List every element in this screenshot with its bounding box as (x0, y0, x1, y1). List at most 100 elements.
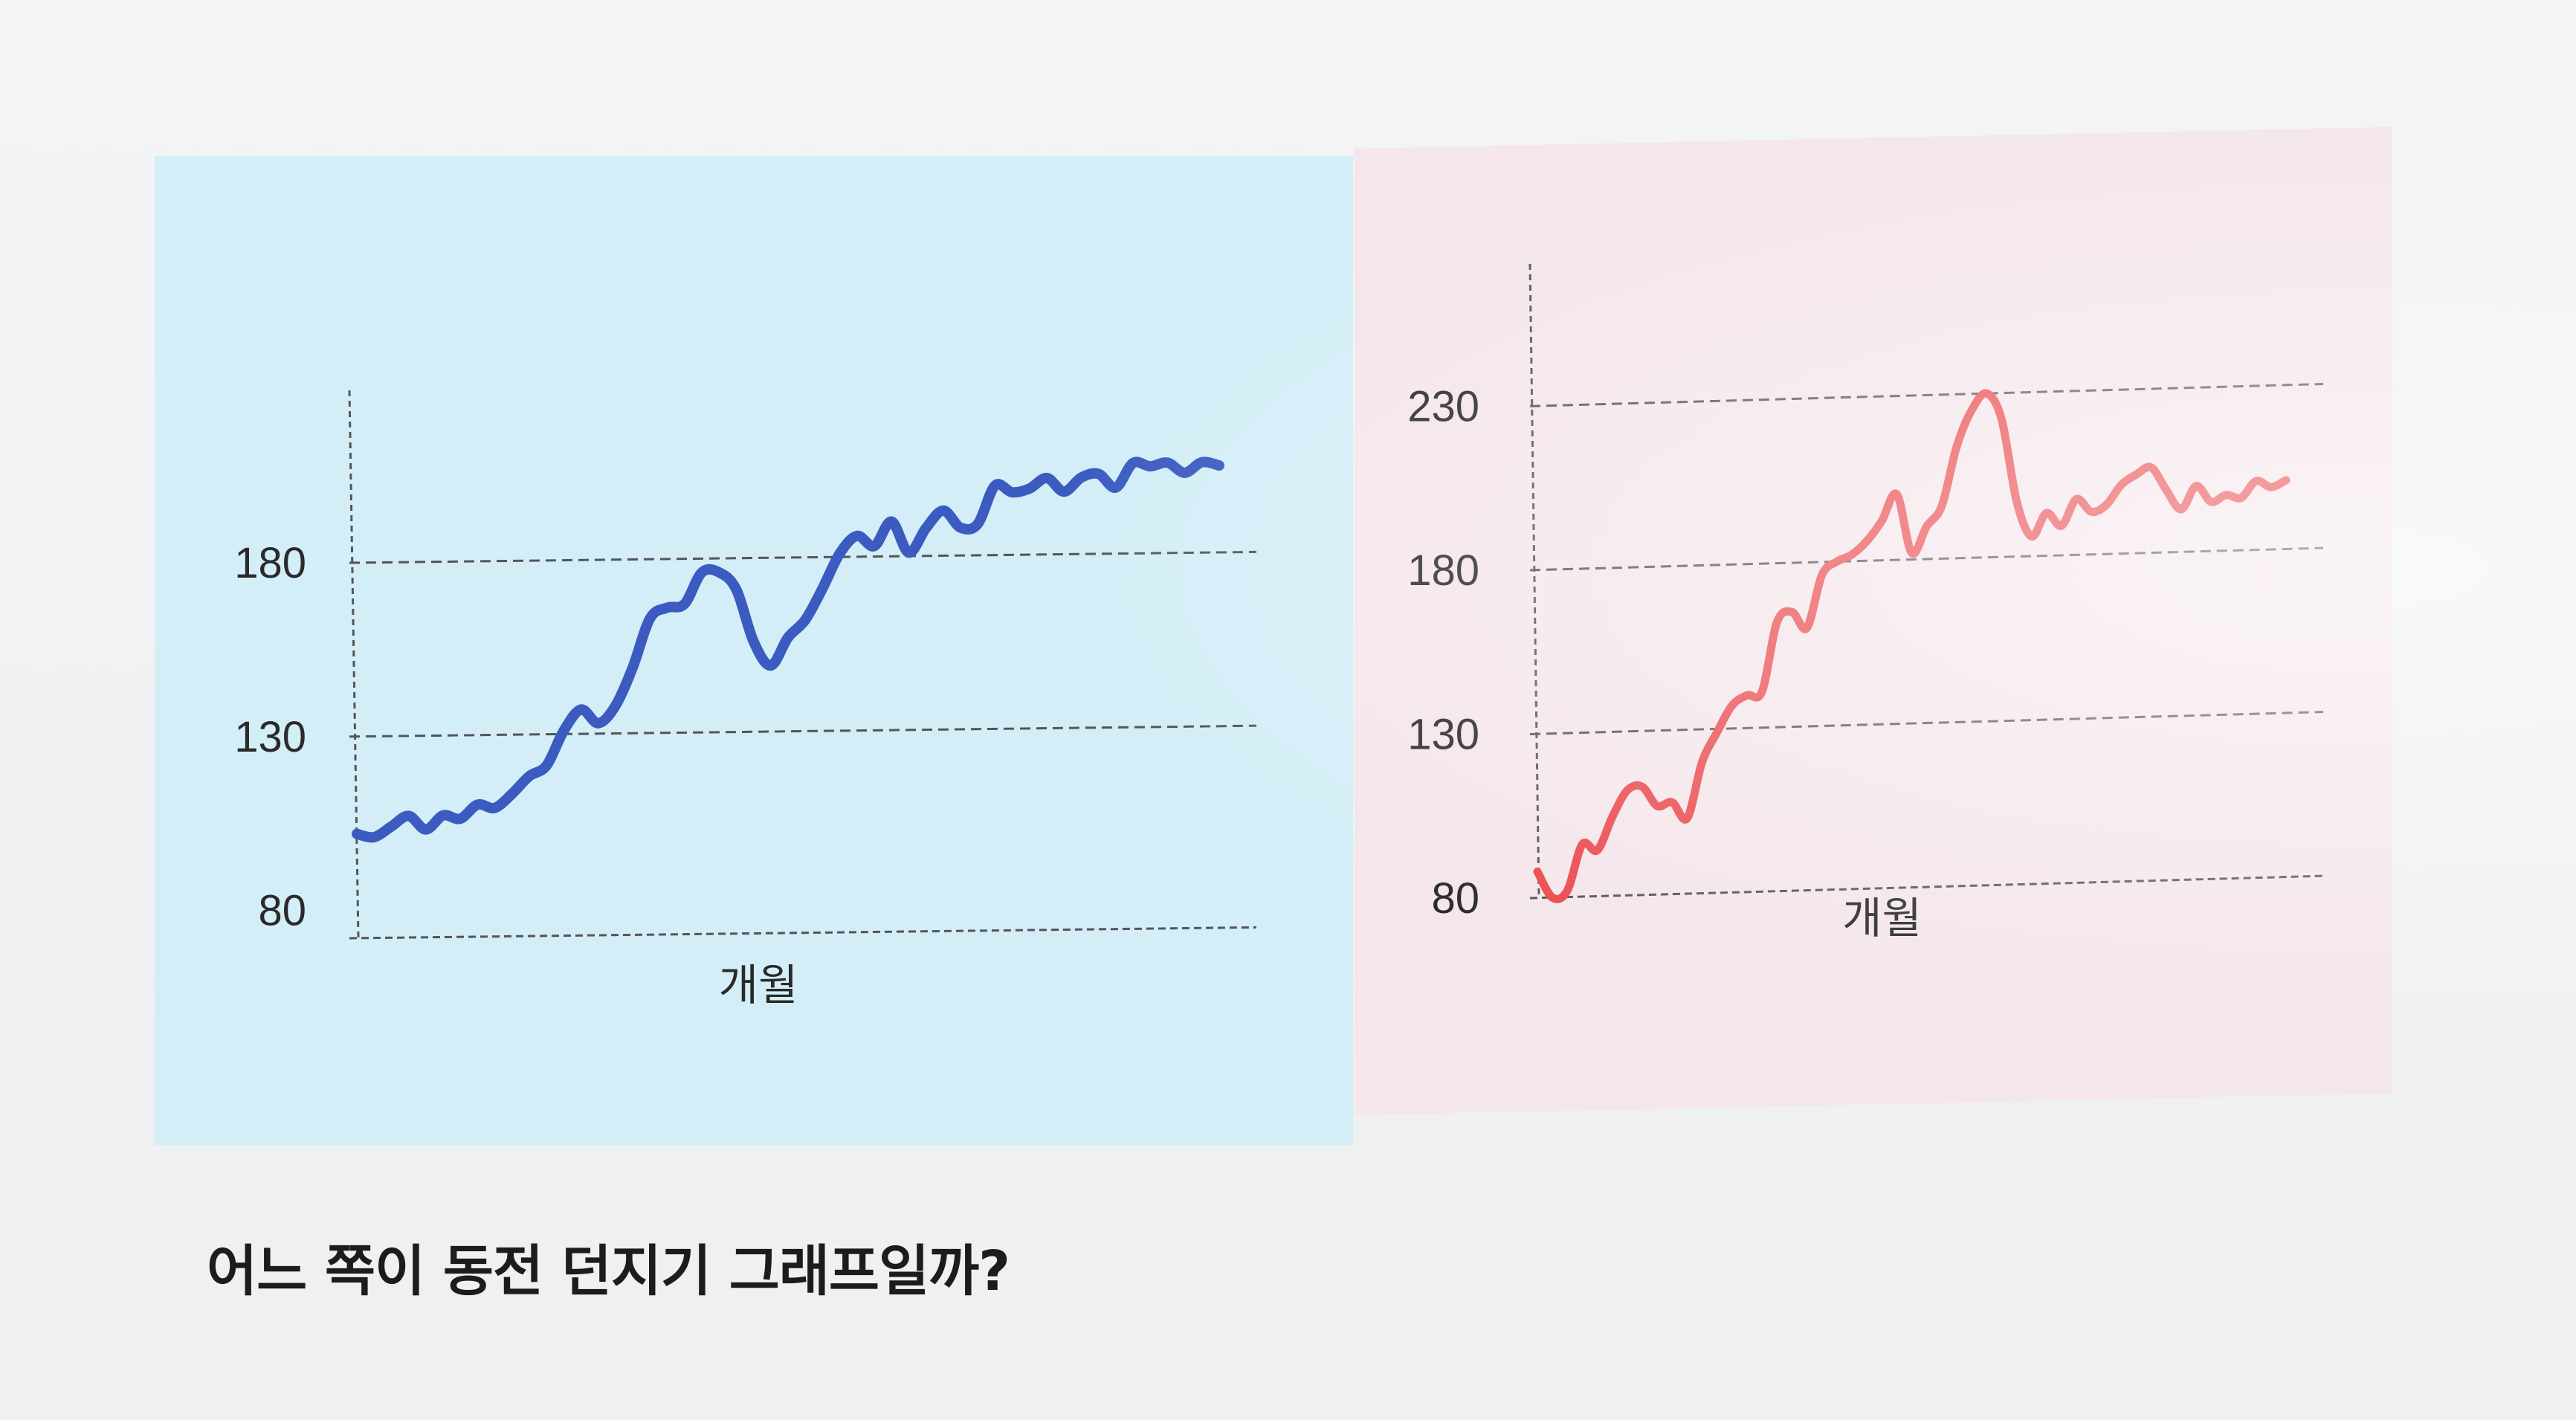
right-point-3 (1581, 842, 1584, 846)
left-point-31 (890, 520, 894, 523)
right-x-axis (1529, 874, 2324, 900)
right-point-42 (2164, 488, 2168, 492)
left-point-40 (1045, 476, 1048, 480)
left-point-22 (735, 587, 738, 591)
left-point-38 (1010, 491, 1014, 494)
left-point-48 (1183, 471, 1187, 474)
left-point-25 (787, 636, 790, 639)
right-point-0 (1536, 870, 1539, 874)
left-point-50 (1218, 464, 1221, 468)
right-point-18 (1805, 626, 1809, 630)
left-point-19 (682, 602, 686, 606)
right-point-35 (2059, 524, 2063, 528)
right-point-33 (2030, 535, 2033, 538)
left-ytick-180: 180 (234, 539, 306, 587)
left-point-18 (665, 606, 669, 610)
right-point-44 (2195, 484, 2198, 488)
left-point-11 (545, 764, 549, 767)
left-point-15 (614, 704, 617, 708)
right-point-50 (2285, 478, 2288, 482)
right-gridline-230 (1529, 383, 2324, 407)
right-point-49 (2269, 485, 2273, 489)
left-point-17 (648, 616, 652, 620)
right-point-10 (1685, 816, 1689, 820)
left-point-28 (838, 552, 842, 555)
left-point-29 (855, 534, 859, 538)
left-point-24 (769, 664, 772, 668)
left-point-41 (1062, 490, 1066, 494)
right-point-48 (2254, 479, 2258, 483)
left-point-45 (1132, 461, 1134, 465)
caption-question: 어느 쪽이 동전 던지기 그래프일까? (207, 1239, 1010, 1303)
right-gridline-130 (1529, 711, 2324, 735)
left-point-34 (941, 509, 945, 512)
right-ytick-80: 80 (1431, 874, 1479, 923)
right-point-22 (1865, 539, 1869, 543)
left-y-axis (348, 390, 360, 939)
left-gridline-130 (349, 724, 1257, 738)
right-point-32 (2015, 499, 2018, 503)
right-point-8 (1656, 804, 1659, 808)
right-point-46 (2224, 493, 2228, 497)
left-point-35 (959, 526, 962, 529)
left-point-8 (493, 806, 497, 810)
right-point-43 (2180, 508, 2183, 511)
left-series-line (352, 456, 1224, 843)
left-x-axis-title: 개월 (719, 960, 798, 1010)
left-point-42 (1079, 476, 1083, 480)
right-point-5 (1610, 816, 1614, 819)
left-x-axis (349, 926, 1257, 940)
right-x-axis-title: 개월 (1842, 893, 1922, 943)
right-point-20 (1835, 560, 1839, 564)
right-point-31 (2000, 417, 2004, 421)
right-point-28 (1954, 445, 1958, 448)
left-ytick-130: 130 (234, 713, 306, 761)
left-point-9 (510, 792, 514, 795)
left-point-27 (821, 587, 824, 590)
right-point-30 (1985, 392, 1989, 396)
left-point-36 (976, 522, 980, 526)
right-point-36 (2075, 497, 2078, 501)
right-point-41 (2149, 465, 2153, 469)
right-point-1 (1551, 896, 1555, 900)
right-chart: 80 130 180 230 개월 (1407, 263, 2324, 943)
right-point-12 (1715, 730, 1719, 734)
right-point-11 (1700, 761, 1704, 764)
left-point-30 (873, 544, 876, 548)
left-point-2 (390, 824, 393, 828)
right-point-26 (1925, 524, 1928, 528)
right-point-9 (1670, 801, 1674, 804)
left-point-33 (924, 526, 928, 530)
left-point-13 (579, 708, 583, 711)
left-point-12 (562, 729, 566, 732)
right-point-21 (1850, 553, 1853, 556)
left-point-4 (424, 827, 427, 831)
left-chart: 80 130 180 개월 (234, 390, 1257, 1010)
right-point-13 (1730, 704, 1734, 707)
left-point-0 (355, 832, 358, 836)
left-point-39 (1027, 487, 1031, 491)
right-point-14 (1746, 694, 1749, 697)
left-gridline-180 (349, 550, 1257, 564)
left-point-44 (1114, 485, 1117, 489)
right-point-25 (1910, 551, 1914, 555)
left-point-10 (528, 775, 531, 778)
right-point-34 (2044, 511, 2048, 515)
right-point-15 (1760, 690, 1764, 694)
left-point-46 (1149, 465, 1152, 468)
right-ytick-180: 180 (1407, 546, 1479, 595)
left-point-43 (1097, 472, 1100, 476)
right-ytick-130: 130 (1407, 710, 1479, 758)
right-point-6 (1625, 789, 1629, 793)
left-point-47 (1166, 461, 1169, 465)
left-point-49 (1200, 460, 1204, 464)
right-point-23 (1880, 519, 1884, 523)
right-point-19 (1820, 573, 1824, 577)
left-point-7 (476, 803, 480, 807)
right-point-38 (2105, 503, 2108, 506)
right-point-24 (1895, 492, 1899, 496)
right-y-axis (1529, 263, 1540, 899)
left-point-32 (907, 551, 911, 555)
left-point-1 (372, 836, 376, 839)
